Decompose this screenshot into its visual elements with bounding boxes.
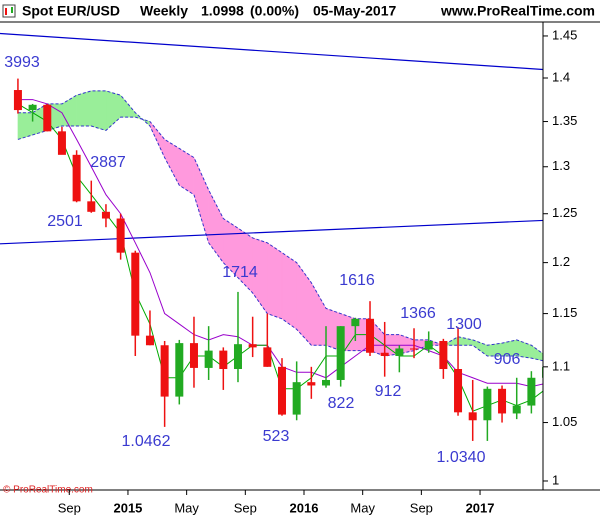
trendline <box>0 219 543 245</box>
cloud-edge <box>17 116 543 362</box>
x-tick-label: 2016 <box>290 500 319 515</box>
annotation: 822 <box>328 395 355 412</box>
candle-body <box>131 252 140 336</box>
annotation: 1.0462 <box>122 433 171 450</box>
candle-body <box>512 405 521 414</box>
y-tick-label: 1.45 <box>552 27 577 42</box>
candle-body <box>527 377 536 406</box>
y-tick-label: 1.2 <box>552 254 570 269</box>
candle-body <box>101 211 110 219</box>
annotation: 906 <box>494 351 521 368</box>
cloud-segment <box>76 90 92 127</box>
plot-area <box>0 32 543 441</box>
period: Weekly <box>140 3 188 19</box>
y-tick-label: 1.25 <box>552 205 577 220</box>
cloud-segment <box>91 90 107 131</box>
candle-body <box>336 326 345 380</box>
x-tick-label: 2017 <box>466 500 495 515</box>
candle-body <box>175 343 184 397</box>
candle-body <box>395 348 404 356</box>
candle-body <box>13 90 22 111</box>
candle-body <box>87 201 96 212</box>
copyright: © ProRealTime.com <box>3 485 93 496</box>
y-tick-label: 1.05 <box>552 414 577 429</box>
candle-body <box>145 335 154 346</box>
annotation: 2501 <box>47 213 83 230</box>
annotation: 1616 <box>339 272 375 289</box>
change: (0.00%) <box>250 3 299 19</box>
candle-body <box>248 344 257 348</box>
candle-body <box>43 104 52 132</box>
x-tick-label: Sep <box>58 500 81 515</box>
candle-body <box>498 388 507 414</box>
site: www.ProRealTime.com <box>440 3 595 19</box>
cloud-segment <box>17 112 33 140</box>
candle-body <box>307 382 316 386</box>
annotation: 2887 <box>90 154 126 171</box>
candle-body <box>277 366 286 415</box>
annotation: 1.0340 <box>437 449 486 466</box>
annotation: 1300 <box>446 316 482 333</box>
candle-body <box>351 318 360 327</box>
candle-body <box>219 350 228 370</box>
trendline <box>0 32 543 71</box>
cloud-segment <box>267 242 283 320</box>
candle-body <box>72 154 81 202</box>
candle-body <box>468 412 477 421</box>
candle-body <box>366 318 375 353</box>
candle-body <box>483 388 492 421</box>
annotation: 3993 <box>4 54 40 71</box>
candle-body <box>380 352 389 356</box>
symbol: Spot EUR/USD <box>22 3 120 19</box>
y-tick-label: 1.4 <box>552 69 570 84</box>
x-tick-label: Sep <box>234 500 257 515</box>
annotation: 1366 <box>400 305 436 322</box>
y-tick-label: 1.35 <box>552 113 577 128</box>
annotation: 1714 <box>222 264 258 281</box>
cloud-segment <box>281 252 297 330</box>
annotation: 523 <box>263 428 290 445</box>
candle-body <box>410 348 419 350</box>
annotation: 912 <box>375 383 402 400</box>
candle-body <box>28 104 37 111</box>
cloud-segment <box>531 344 543 361</box>
candle-body <box>322 379 331 386</box>
candle-body <box>424 340 433 350</box>
candle-body <box>292 382 301 415</box>
candle-body <box>189 343 198 368</box>
y-tick-label: 1.1 <box>552 358 570 373</box>
candle-body <box>116 218 125 253</box>
x-tick-label: May <box>350 500 375 515</box>
candle-body <box>439 340 448 370</box>
candle-body <box>263 347 272 367</box>
y-tick-label: 1 <box>552 472 559 487</box>
x-tick-label: 2015 <box>113 500 142 515</box>
candle-body <box>233 344 242 370</box>
y-tick-label: 1.3 <box>552 158 570 173</box>
y-tick-label: 1.15 <box>552 305 577 320</box>
candle-body <box>160 345 169 397</box>
candle-body <box>454 369 463 413</box>
x-tick-label: May <box>174 500 199 515</box>
date: 05-May-2017 <box>313 3 396 19</box>
header-icon <box>2 4 16 18</box>
candle-body <box>57 131 66 155</box>
candle-body <box>204 350 213 368</box>
last-price: 1.0998 <box>201 3 244 19</box>
x-tick-label: Sep <box>410 500 433 515</box>
